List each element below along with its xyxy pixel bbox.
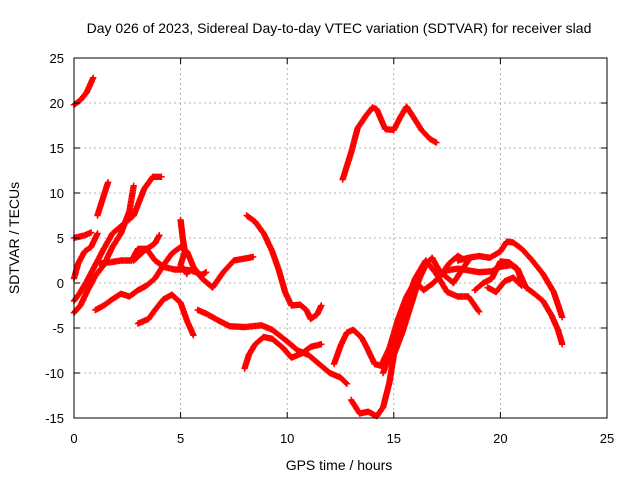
axis-ticks: 0 5 10 15 20 25 -15 -10 -5 0 5 10 15 20 25 (45, 51, 614, 446)
x-tick-label: 0 (70, 431, 77, 446)
plus-markers (92, 243, 257, 314)
x-tick-label: 10 (280, 431, 294, 446)
series-arc-9 (134, 291, 197, 339)
series-arc-10 (130, 232, 163, 264)
plus-markers (94, 179, 112, 219)
plus-markers (130, 232, 163, 264)
plus-markers (241, 333, 325, 372)
y-tick-label: 15 (50, 141, 64, 156)
y-tick-label: 10 (50, 186, 64, 201)
x-tick-label: 25 (600, 431, 614, 446)
series-arc-15 (339, 103, 440, 183)
plus-markers (348, 254, 472, 420)
x-tick-label: 5 (177, 431, 184, 446)
plus-markers (379, 257, 483, 377)
series-arc-22 (484, 274, 525, 296)
series-arc-20 (454, 238, 566, 321)
series-arc-8 (92, 243, 257, 314)
x-tick-label: 15 (387, 431, 401, 446)
series-arc-11 (177, 216, 191, 278)
chart-title: Day 026 of 2023, Sidereal Day-to-day VTE… (87, 20, 592, 36)
grid-lines (74, 58, 607, 418)
y-tick-label: -15 (45, 411, 64, 426)
y-tick-label: 20 (50, 96, 64, 111)
plus-markers (339, 103, 440, 183)
y-tick-label: 5 (57, 231, 64, 246)
series-arc-21 (471, 258, 566, 348)
y-tick-label: 0 (57, 276, 64, 291)
plus-markers (243, 212, 325, 323)
plus-markers (134, 291, 197, 339)
series-arc-17 (348, 254, 472, 420)
plus-markers (454, 238, 566, 321)
series-arc-13 (241, 333, 325, 372)
y-tick-label: -10 (45, 366, 64, 381)
y-tick-label: 25 (50, 51, 64, 66)
series-arc-6 (94, 179, 112, 219)
y-axis-label: SDTVAR / TECUs (6, 182, 22, 294)
plus-markers (484, 274, 525, 296)
y-tick-label: -5 (52, 321, 64, 336)
plus-markers (177, 216, 191, 278)
plus-markers (471, 258, 566, 348)
x-axis-label: GPS time / hours (286, 457, 393, 473)
x-tick-label: 20 (493, 431, 507, 446)
series-arc-14 (243, 212, 325, 323)
series-arc-18 (379, 257, 483, 377)
